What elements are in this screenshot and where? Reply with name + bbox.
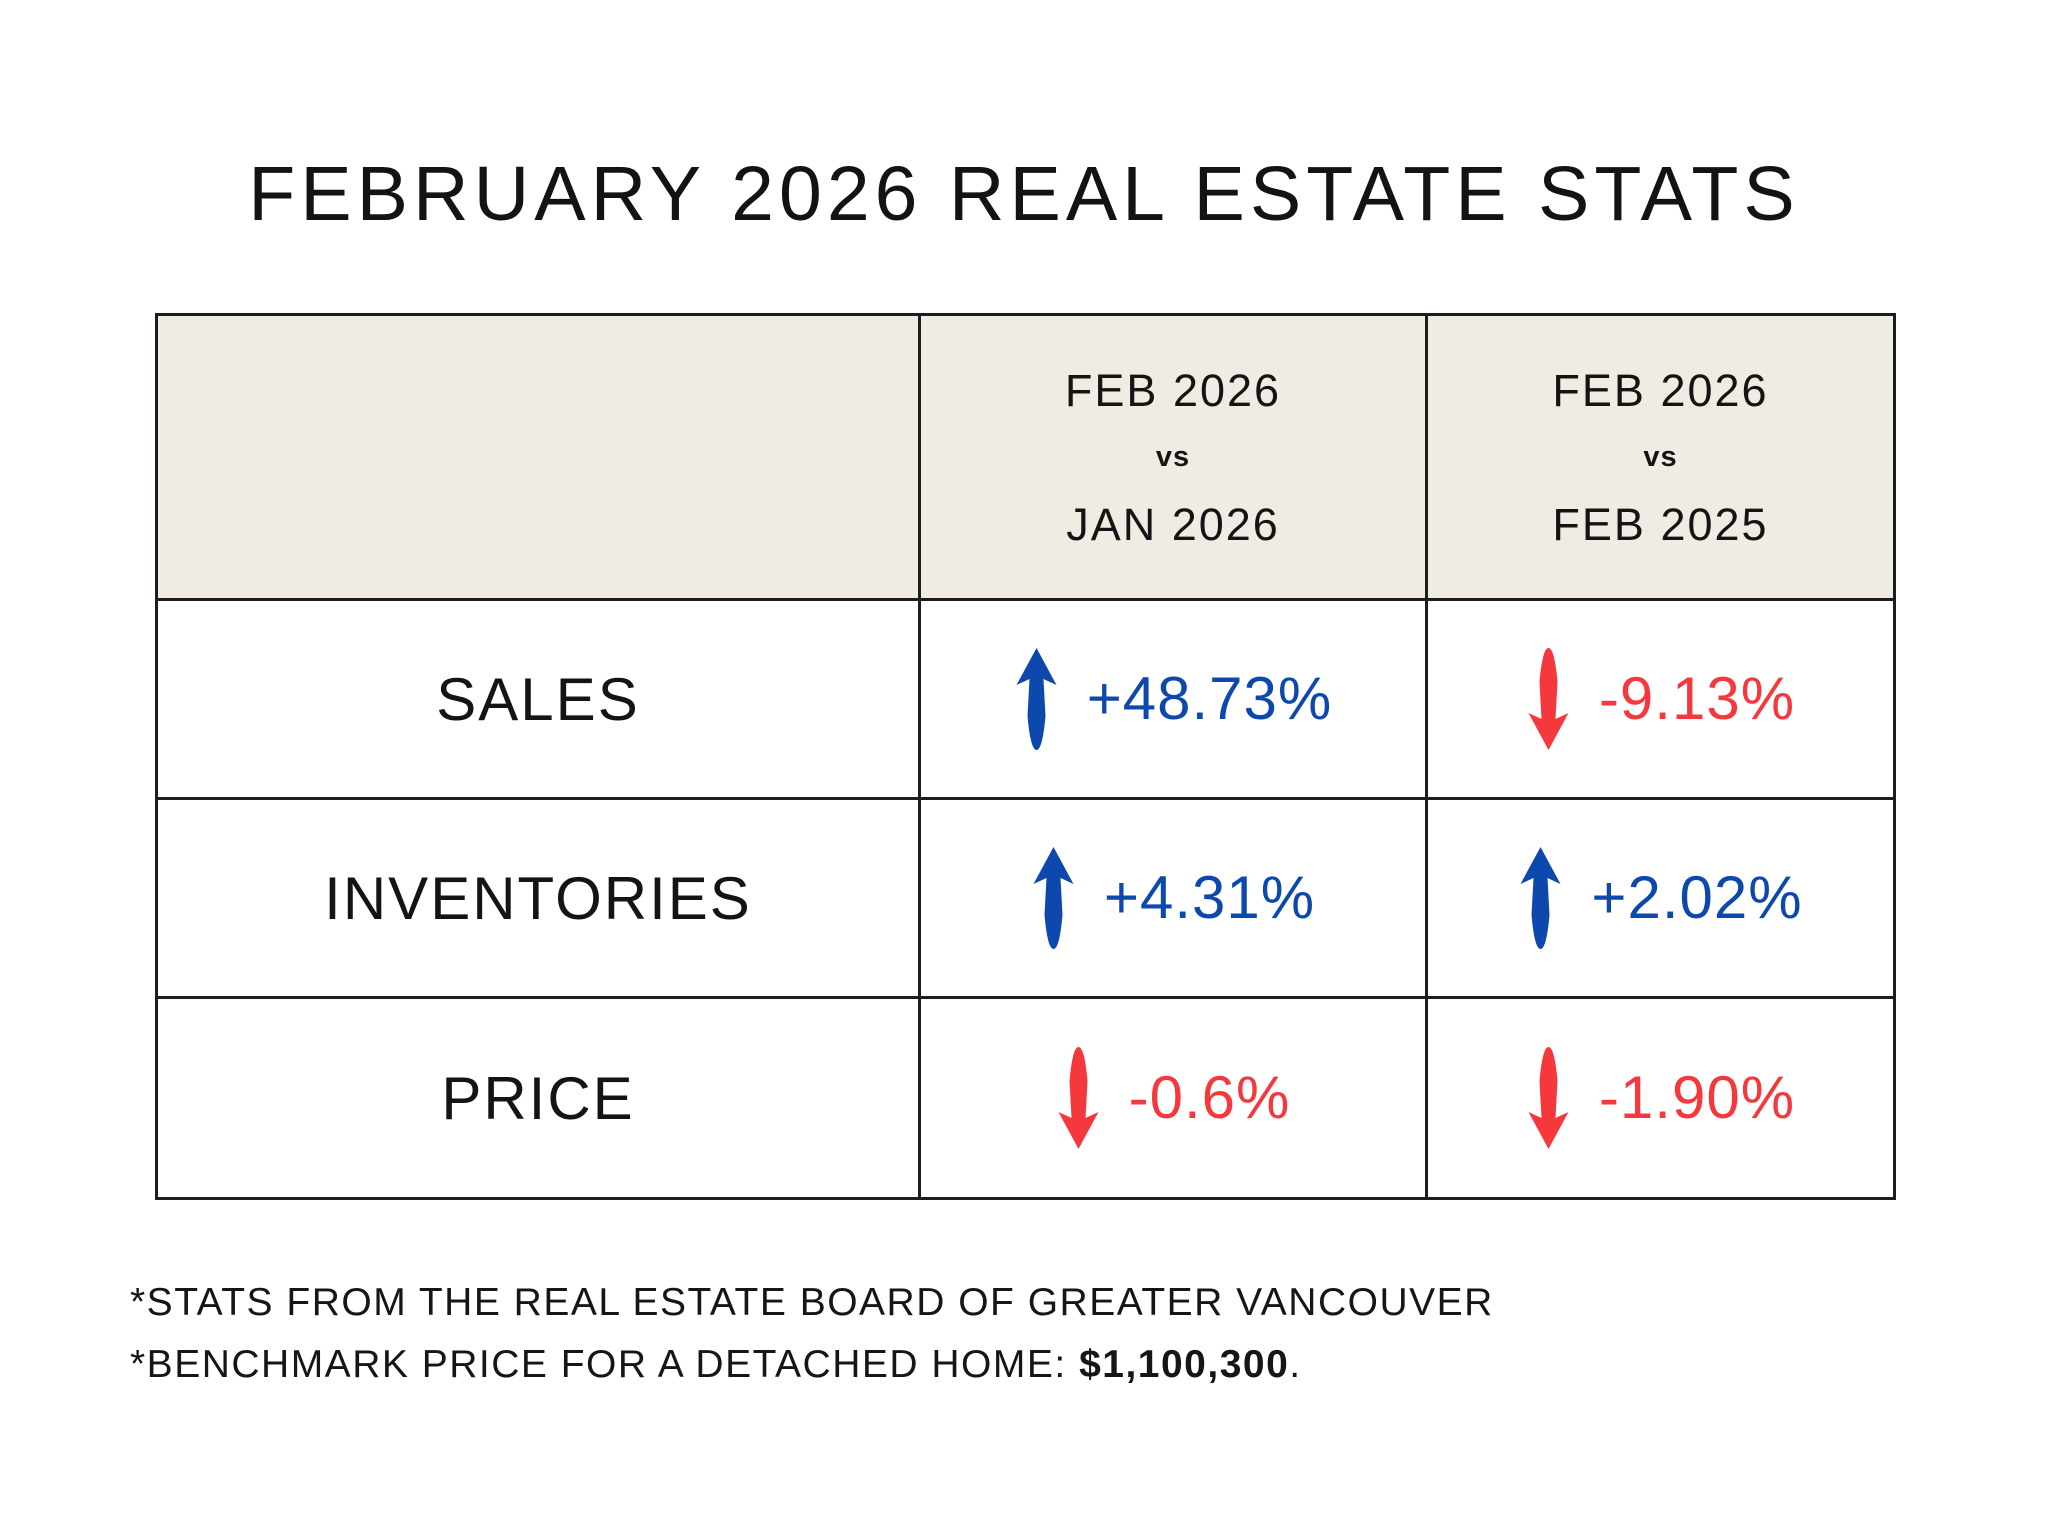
stat-inventories-mom: +4.31% [921,800,1428,999]
stat-sales-mom: +48.73% [921,601,1428,800]
footnote-source: *STATS FROM THE REAL ESTATE BOARD OF GRE… [130,1281,1494,1324]
benchmark-price-value: $1,100,300 [1079,1343,1290,1386]
footnotes: *STATS FROM THE REAL ESTATE BOARD OF GRE… [130,1272,1494,1396]
header-cell-mom: FEB 2026 vs JAN 2026 [921,316,1428,601]
down-arrow-icon [1528,648,1569,750]
row-label-price: PRICE [158,999,921,1197]
percent-value: -9.13% [1598,665,1796,732]
header-vs-label: vs [1643,440,1678,473]
stat-price-yoy: -1.90% [1428,999,1893,1197]
up-arrow-icon [1033,847,1074,949]
percent-value: -0.6% [1128,1064,1291,1131]
header-compare-label: FEB 2025 [1552,498,1769,550]
page-title: FEBRUARY 2026 REAL ESTATE STATS [248,151,1800,237]
down-arrow-icon [1058,1047,1099,1149]
up-arrow-icon [1520,847,1561,949]
header-period-label: FEB 2026 [1552,364,1769,416]
stat-sales-yoy: -9.13% [1428,601,1893,800]
footnote-benchmark-period: . [1289,1343,1302,1386]
header-corner-cell [158,316,921,601]
down-arrow-icon [1528,1047,1569,1149]
header-cell-yoy: FEB 2026 vs FEB 2025 [1428,316,1893,601]
stats-table: FEB 2026 vs JAN 2026 FEB 2026 vs FEB 202… [155,313,1896,1200]
percent-value: -1.90% [1598,1064,1796,1131]
up-arrow-icon [1016,648,1057,750]
header-compare-label: JAN 2026 [1066,498,1280,550]
percent-value: +2.02% [1591,864,1803,931]
stat-inventories-yoy: +2.02% [1428,800,1893,999]
header-vs-label: vs [1155,440,1191,473]
row-label-sales: SALES [158,601,921,800]
stat-price-mom: -0.6% [921,999,1428,1197]
percent-value: +4.31% [1103,864,1316,931]
percent-value: +48.73% [1086,665,1333,732]
footnote-benchmark: *BENCHMARK PRICE FOR A DETACHED HOME: $1… [130,1334,1494,1396]
row-label-inventories: INVENTORIES [158,800,921,999]
footnote-benchmark-text: *BENCHMARK PRICE FOR A DETACHED HOME: [130,1343,1080,1386]
header-period-label: FEB 2026 [1064,364,1282,416]
